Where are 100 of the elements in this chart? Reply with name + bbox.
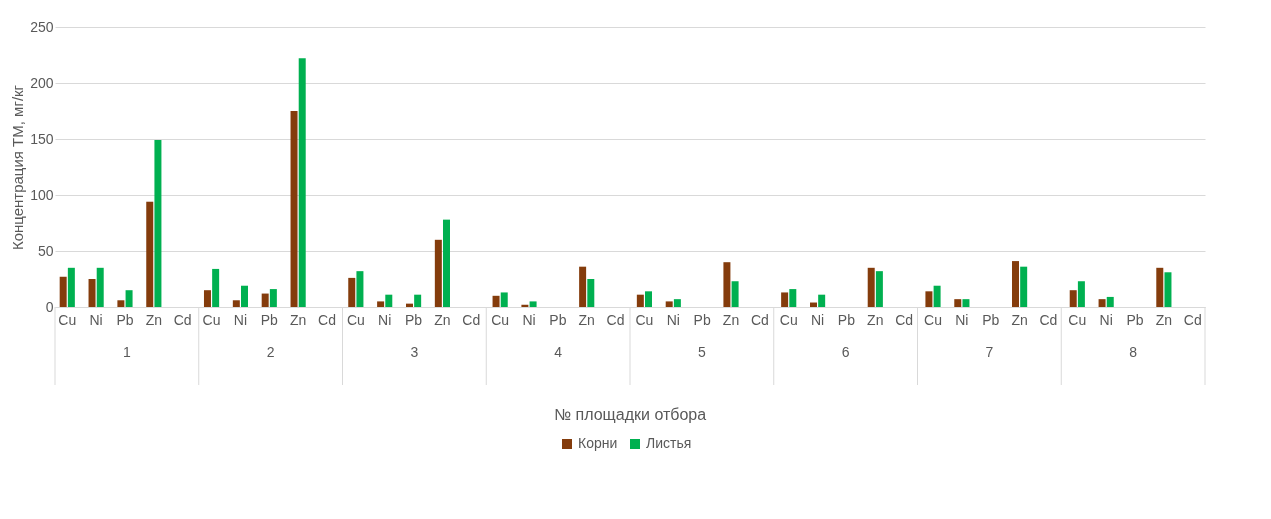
x-tick-label: Cd <box>1183 311 1202 328</box>
bar <box>818 294 826 307</box>
x-tick-label: Ni <box>955 311 969 328</box>
text: 3 <box>410 344 419 360</box>
bar <box>500 292 508 307</box>
x-tick-label: Ni <box>1099 311 1113 328</box>
bar <box>298 58 306 307</box>
bar <box>434 239 442 307</box>
x-tick-label: Zn <box>867 311 884 328</box>
x-tick-label: Ni <box>89 311 103 328</box>
bar <box>443 219 451 307</box>
x-tick-label: Ni <box>522 311 536 328</box>
bar <box>1069 290 1077 307</box>
x-tick-label: Cd <box>895 311 914 328</box>
text: 2 <box>266 344 275 360</box>
bar <box>203 290 211 307</box>
bar <box>636 294 644 307</box>
y-tick-label: 250 <box>30 18 54 35</box>
bar <box>1106 296 1114 307</box>
bar <box>290 111 298 307</box>
bar <box>867 267 875 307</box>
legend-label: Корни <box>578 435 618 451</box>
x-tick-label: Zn <box>578 311 595 328</box>
x-tick-label: Ni <box>378 311 392 328</box>
bar <box>377 301 385 307</box>
x-tick-label: Cd <box>318 311 336 328</box>
x-tick-label: Pb <box>405 311 423 328</box>
bar <box>809 302 817 307</box>
x-tick-label: Cd <box>173 311 192 328</box>
x-axis-title: № площадки отбора <box>553 406 707 423</box>
bar <box>146 201 154 307</box>
bar <box>96 267 104 307</box>
x-tick-label: Pb <box>260 311 279 328</box>
x-tick-label: Ni <box>666 311 680 328</box>
bar <box>125 290 133 307</box>
text: 7 <box>985 344 994 360</box>
legend-label: Листья <box>646 435 692 451</box>
x-tick-label: Cu <box>924 311 942 328</box>
bar <box>492 295 500 307</box>
x-tick-label: Cu <box>1068 311 1087 328</box>
y-tick-label: 50 <box>37 242 54 259</box>
bar <box>1156 267 1164 307</box>
x-tick-label: Zn <box>1155 311 1173 328</box>
bar <box>933 285 941 307</box>
bar <box>781 292 789 307</box>
x-tick-label: Cu <box>491 311 510 328</box>
bar <box>356 271 364 307</box>
x-tick-label: Cu <box>779 311 798 328</box>
y-tick-label: 0 <box>45 298 54 315</box>
bar <box>59 276 67 307</box>
x-tick-label: Zn <box>145 311 163 328</box>
bar <box>673 299 681 307</box>
x-tick-label: Cu <box>202 311 221 328</box>
y-tick-label: 100 <box>30 186 54 203</box>
x-tick-label: Zn <box>434 311 451 328</box>
x-tick-label: Ni <box>810 311 825 328</box>
bar <box>1012 261 1019 307</box>
bar <box>241 285 248 307</box>
x-tick-label: Cu <box>635 311 654 328</box>
bar <box>348 277 356 307</box>
x-tick-label: Pb <box>1126 311 1144 328</box>
bar <box>789 289 797 307</box>
bar <box>269 289 277 307</box>
bar <box>154 140 162 307</box>
bar <box>875 271 883 307</box>
x-tick-label: Cd <box>606 311 625 328</box>
bar <box>117 300 125 307</box>
bar <box>529 301 537 307</box>
x-tick-label: Cu <box>346 311 365 328</box>
bar <box>261 293 269 307</box>
bar <box>925 291 933 307</box>
bar <box>587 279 595 307</box>
bar <box>212 268 220 307</box>
text: 6 <box>841 344 850 360</box>
bar <box>731 281 739 307</box>
bar <box>385 294 393 307</box>
bar <box>579 266 587 307</box>
text: 8 <box>1129 344 1138 360</box>
bar <box>665 301 673 307</box>
text: 4 <box>554 344 563 360</box>
bar <box>1164 272 1172 307</box>
x-tick-label: Cu <box>58 311 77 328</box>
x-tick-label: Pb <box>549 311 567 328</box>
y-axis-title: Концентрация ТМ, мг/кг <box>9 84 27 251</box>
x-tick-label: Zn <box>722 311 740 328</box>
x-tick-label: Cd <box>1039 311 1058 328</box>
y-tick-label: 150 <box>30 130 54 147</box>
x-tick-label: Pb <box>116 311 134 328</box>
text: 5 <box>697 344 706 360</box>
x-tick-label: Ni <box>233 311 248 328</box>
bar <box>962 299 970 307</box>
bar <box>954 299 962 307</box>
x-tick-label: Pb <box>837 311 856 328</box>
x-tick-label: Zn <box>1011 311 1028 328</box>
bar <box>1077 281 1085 307</box>
text: 1 <box>122 344 131 360</box>
bar <box>1020 266 1028 307</box>
x-tick-label: Pb <box>693 311 711 328</box>
bar <box>67 267 75 307</box>
bar <box>645 291 653 307</box>
